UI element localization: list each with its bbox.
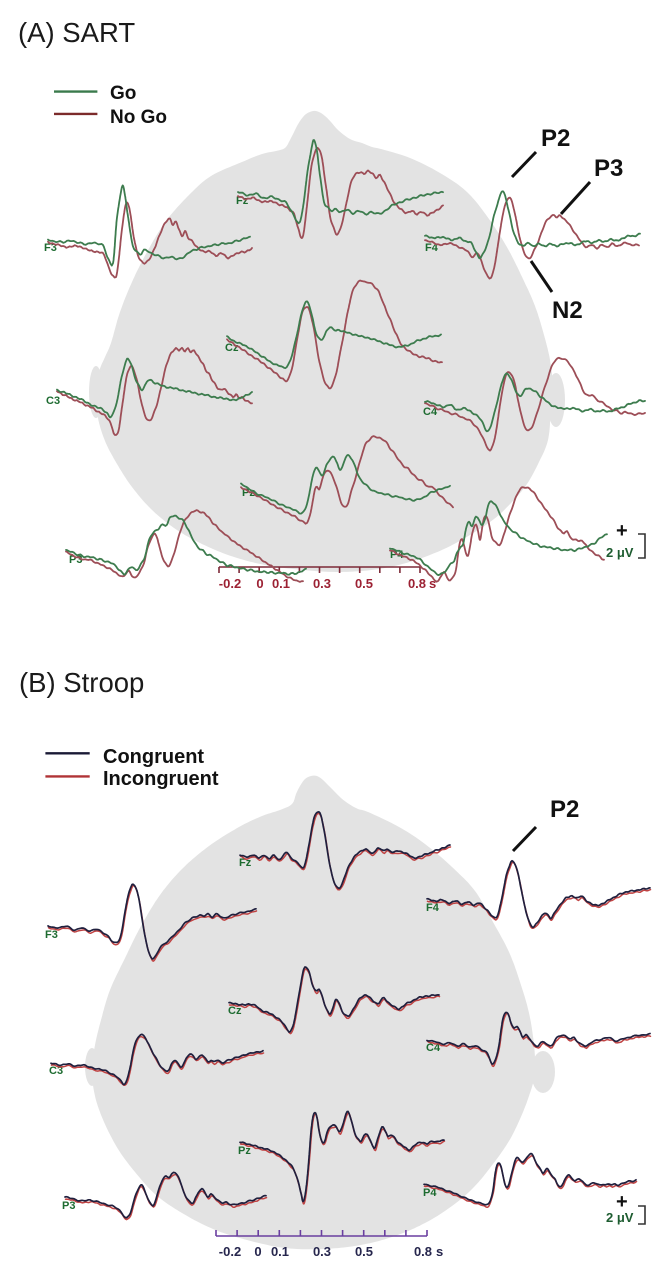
svg-text:N2: N2 — [552, 297, 583, 324]
svg-text:C3: C3 — [49, 1065, 63, 1077]
svg-text:F3: F3 — [44, 242, 57, 254]
svg-text:F3: F3 — [45, 929, 58, 941]
svg-text:Cz: Cz — [228, 1005, 242, 1017]
svg-text:0: 0 — [256, 576, 263, 591]
svg-text:F4: F4 — [426, 902, 440, 914]
svg-text:0.1: 0.1 — [272, 576, 290, 591]
svg-text:Incongruent: Incongruent — [103, 768, 219, 790]
svg-text:(A) SART: (A) SART — [18, 17, 135, 48]
svg-text:0.3: 0.3 — [313, 576, 331, 591]
svg-text:0: 0 — [254, 1244, 261, 1259]
svg-text:Congruent: Congruent — [103, 746, 204, 768]
svg-text:P2: P2 — [550, 796, 579, 823]
svg-text:No Go: No Go — [110, 107, 167, 128]
svg-text:(B) Stroop: (B) Stroop — [19, 667, 144, 698]
svg-text:C4: C4 — [423, 406, 438, 418]
svg-text:P3: P3 — [594, 155, 623, 182]
svg-text:Cz: Cz — [225, 342, 239, 354]
svg-text:P2: P2 — [541, 125, 570, 152]
svg-text:+: + — [616, 520, 628, 542]
svg-text:C3: C3 — [46, 395, 60, 407]
svg-text:C4: C4 — [426, 1042, 441, 1054]
svg-text:0.5: 0.5 — [355, 1244, 373, 1259]
svg-text:s: s — [436, 1244, 443, 1259]
svg-text:s: s — [429, 576, 436, 591]
svg-text:0.5: 0.5 — [355, 576, 373, 591]
svg-text:0.8: 0.8 — [414, 1244, 432, 1259]
svg-text:-0.2: -0.2 — [219, 576, 241, 591]
svg-text:0.3: 0.3 — [313, 1244, 331, 1259]
svg-text:-0.2: -0.2 — [219, 1244, 241, 1259]
svg-text:P4: P4 — [423, 1187, 437, 1199]
svg-text:Fz: Fz — [236, 195, 249, 207]
svg-text:Go: Go — [110, 83, 136, 104]
svg-text:2 μV: 2 μV — [606, 545, 634, 560]
svg-text:P3: P3 — [69, 554, 82, 566]
svg-text:P3: P3 — [62, 1200, 75, 1212]
svg-text:Pz: Pz — [238, 1145, 251, 1157]
svg-text:Fz: Fz — [239, 857, 252, 869]
svg-text:0.1: 0.1 — [271, 1244, 289, 1259]
svg-text:+: + — [616, 1191, 628, 1213]
svg-text:2 μV: 2 μV — [606, 1210, 634, 1225]
svg-text:0.8: 0.8 — [408, 576, 426, 591]
